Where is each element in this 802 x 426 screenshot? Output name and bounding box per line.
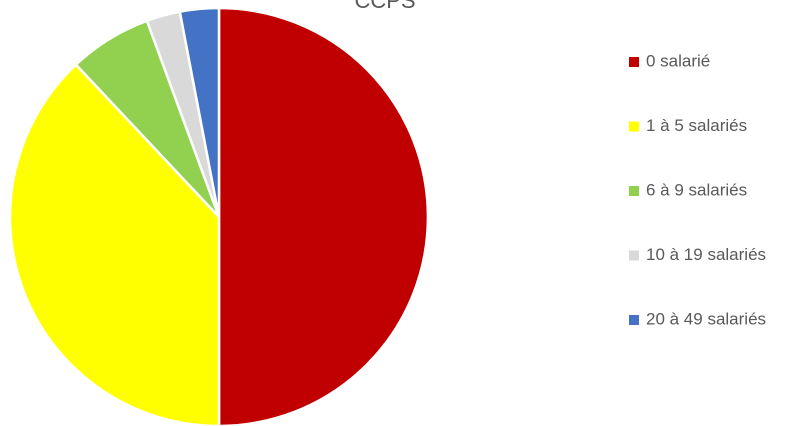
legend-label: 6 à 9 salariés xyxy=(646,180,747,199)
pie-slice xyxy=(8,62,221,426)
legend-label: 1 à 5 salariés xyxy=(646,116,747,135)
legend-label: 20 à 49 salariés xyxy=(646,309,766,328)
legend-label: 0 salarié xyxy=(646,51,710,70)
chart-title: CCPS xyxy=(354,0,415,13)
legend-swatch xyxy=(629,186,639,196)
pie-slice xyxy=(217,6,430,426)
legend-swatch xyxy=(629,57,639,67)
legend-swatch xyxy=(629,315,639,325)
legend-swatch xyxy=(629,250,639,261)
legend-label: 10 à 19 salariés xyxy=(646,245,766,264)
pie-slice xyxy=(178,6,221,218)
legend-swatch xyxy=(629,121,639,132)
